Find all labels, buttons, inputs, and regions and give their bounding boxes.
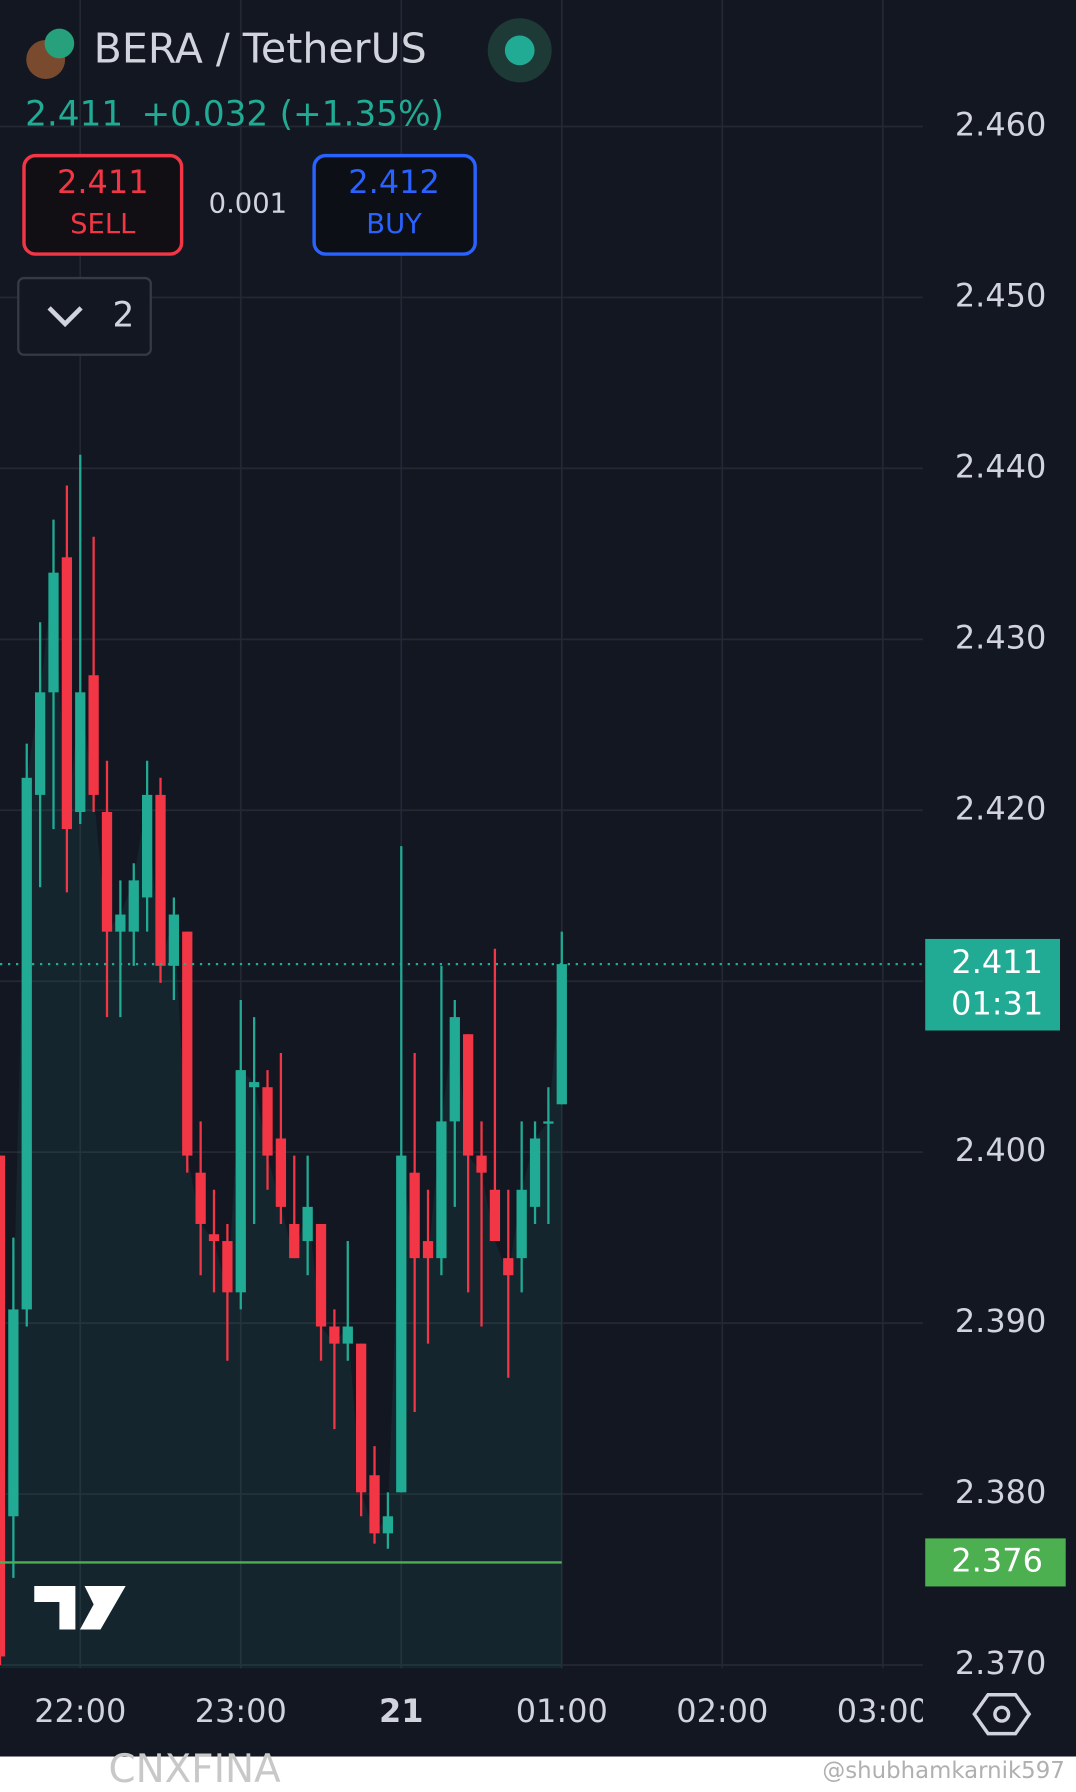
candle-body: [382, 1516, 394, 1534]
candle-body: [168, 914, 180, 966]
y-tick-label: 2.460: [955, 105, 1047, 143]
candle-body: [235, 1070, 246, 1293]
x-tick-label: 03:00: [837, 1692, 929, 1730]
candle-body: [101, 811, 113, 932]
dropdown[interactable]: [17, 276, 152, 356]
y-tick-label: 2.420: [955, 789, 1047, 827]
candle-body: [329, 1326, 340, 1344]
candle-body: [543, 1121, 554, 1124]
x-tick-label: 23:00: [195, 1692, 287, 1730]
candle-body: [8, 1309, 19, 1517]
last-price-tag: [925, 938, 1061, 1031]
settings-icon[interactable]: [972, 1693, 1032, 1736]
y-tick-label: 2.400: [955, 1131, 1047, 1169]
candle-body: [356, 1343, 367, 1493]
candle-body: [436, 1121, 447, 1259]
buy-price: 2.412: [348, 163, 440, 201]
close-area: [0, 572, 562, 1669]
x-axis: 22:00 23:00 21 01:00 02:00 03:00: [34, 1692, 929, 1730]
candle-body: [222, 1241, 233, 1293]
candle-body: [342, 1326, 353, 1344]
candle-body: [302, 1206, 313, 1242]
dropdown-count: 2: [112, 295, 134, 335]
candle-body: [409, 1172, 420, 1259]
symbol-title[interactable]: BERA / TetherUS: [94, 24, 427, 72]
buy-button[interactable]: [312, 153, 477, 256]
sell-price: 2.411: [57, 163, 149, 201]
candle-body: [249, 1082, 260, 1088]
candle-body: [0, 1155, 6, 1657]
status-dot: [504, 35, 535, 66]
price-row: 2.411 +0.032 (+1.35%): [25, 94, 444, 134]
candle-body: [422, 1241, 434, 1259]
y-tick-label: 2.380: [955, 1473, 1047, 1511]
y-tick-label: 2.450: [955, 276, 1047, 314]
plot: [0, 454, 923, 1669]
candle-body: [195, 1172, 206, 1224]
change-pct: (+1.35%): [280, 94, 444, 134]
low-tag: [925, 1538, 1066, 1587]
candle-body: [88, 675, 99, 795]
quote-icon: [44, 28, 75, 59]
candle-body: [115, 914, 126, 932]
y-tick-label: 2.440: [955, 447, 1047, 485]
buy-label: BUY: [366, 209, 422, 240]
candle-body: [182, 931, 193, 1156]
countdown: 01:31: [951, 984, 1043, 1022]
candle-body: [315, 1223, 327, 1327]
candle-body: [61, 557, 73, 830]
candle-body: [208, 1234, 220, 1242]
last-price: 2.411: [25, 94, 123, 134]
candle-body: [556, 964, 567, 1105]
candle-body: [449, 1017, 460, 1122]
x-tick-label: 21: [379, 1692, 423, 1730]
last-price-label: 2.411: [951, 943, 1043, 981]
change: +0.032: [141, 94, 268, 134]
candle-body: [262, 1087, 273, 1156]
tv-logo: [34, 1586, 126, 1630]
settings-center: [993, 1705, 1011, 1723]
chevron: [47, 306, 83, 328]
candle-body: [529, 1138, 541, 1207]
sell-button[interactable]: [22, 153, 184, 256]
y-tick-label: 2.430: [955, 618, 1047, 656]
grid: [0, 0, 923, 1669]
candle-body: [128, 880, 139, 932]
low-label: 2.376: [951, 1541, 1043, 1579]
candle-body: [516, 1189, 527, 1259]
candle-body: [275, 1138, 287, 1207]
candle-body: [396, 1155, 407, 1493]
y-tick-label: 2.370: [955, 1644, 1047, 1682]
spread: 0.001: [209, 188, 287, 219]
candle-body: [155, 794, 166, 966]
candle-body: [75, 692, 86, 812]
candle-body: [489, 1189, 501, 1242]
x-tick-label: 22:00: [34, 1692, 126, 1730]
sell-label: SELL: [70, 209, 136, 240]
watermark: CNXFINA: [109, 1747, 282, 1792]
candle-body: [503, 1258, 514, 1276]
watermark: @shubhamkarnik597: [822, 1758, 1064, 1784]
x-tick-label: 02:00: [676, 1692, 768, 1730]
candle-body: [369, 1475, 380, 1534]
candle-body: [48, 572, 59, 693]
candle-body: [476, 1155, 487, 1173]
x-tick-label: 01:00: [516, 1692, 608, 1730]
candle-body: [34, 692, 46, 795]
candle-body: [463, 1034, 474, 1156]
candle-body: [289, 1223, 300, 1259]
y-tick-label: 2.390: [955, 1302, 1047, 1340]
candle-body: [21, 777, 32, 1310]
candle-body: [141, 794, 153, 898]
footer-strip: [0, 1756, 1076, 1792]
